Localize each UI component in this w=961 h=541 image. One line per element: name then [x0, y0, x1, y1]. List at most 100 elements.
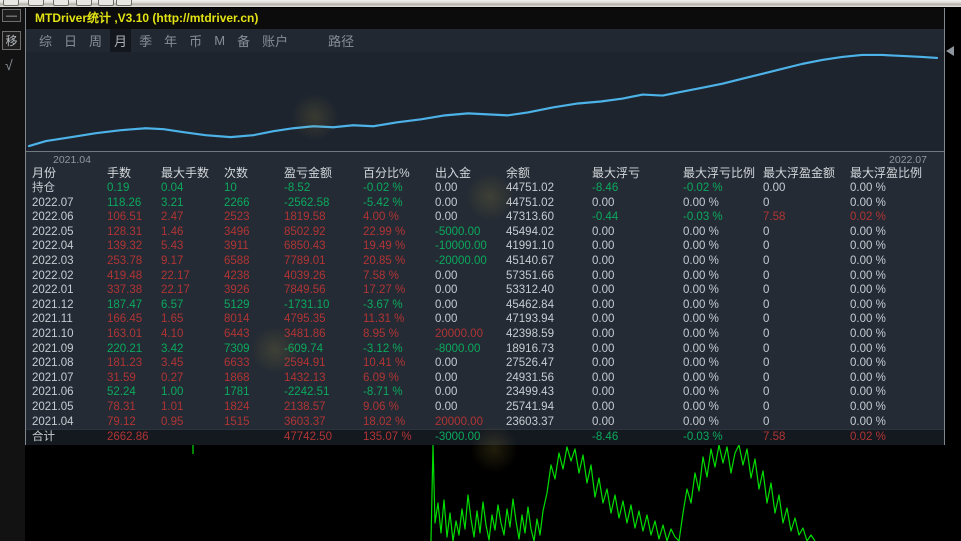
value-cell: -8.71 % — [363, 386, 403, 399]
column-header: 百分比% — [363, 166, 410, 180]
value-cell: 53312.40 — [506, 284, 554, 297]
tab-4[interactable]: 月 — [110, 29, 132, 52]
column-header: 最大浮盈金额 — [763, 166, 836, 180]
table-row[interactable]: 2021.07 31.59 0.27 1868 1432.13 6.09 % 0.00 249… — [26, 371, 944, 386]
table-row[interactable]: 持仓 0.19 0.04 10 -8.52 -0.02 % 0.00 44751.02 -8.4… — [26, 181, 944, 196]
value-cell: 4.10 — [161, 327, 184, 340]
column-header: 最大浮盈比例 — [850, 166, 923, 180]
axis-label-end: 2022.07 — [889, 154, 927, 166]
tab-1[interactable]: 综 — [39, 34, 53, 49]
value-cell: 0.95 — [161, 415, 184, 428]
chart-shift-arrow-icon[interactable] — [946, 46, 954, 56]
value-cell: 0.00 % — [683, 327, 719, 340]
value-cell: 0.04 — [161, 182, 184, 194]
value-cell: 0.00 % — [683, 400, 719, 413]
column-header: 手数 — [107, 166, 132, 180]
tab-10[interactable]: 账户 — [262, 34, 289, 49]
value-cell: 57351.66 — [506, 269, 554, 282]
value-cell: 42398.59 — [506, 327, 554, 340]
month-cell: 2021.09 — [32, 342, 74, 355]
table-row[interactable]: 2022.05 128.31 1.46 3496 8502.92 22.99 % -5000… — [26, 225, 944, 240]
value-cell: 1515 — [224, 415, 250, 428]
value-cell: 2662.86 — [107, 431, 149, 444]
confirm-check-icon[interactable]: √ — [5, 57, 13, 73]
tab-9[interactable]: 备 — [237, 34, 251, 49]
table-row[interactable]: 2022.03 253.78 9.17 6588 7789.01 20.85 % -2000… — [26, 254, 944, 269]
value-cell: 45494.02 — [506, 225, 554, 238]
value-cell: 139.32 — [107, 240, 143, 253]
value-cell: 0.00 % — [683, 357, 719, 370]
value-cell: 128.31 — [107, 225, 143, 238]
table-row[interactable]: 2021.06 52.24 1.00 1781 -2242.51 -8.71 % 0.00 2… — [26, 385, 944, 400]
table-row[interactable]: 2022.02 419.48 22.17 4238 4039.26 7.58 % 0.00 5… — [26, 269, 944, 284]
table-row[interactable]: 2022.04 139.32 5.43 3911 6850.43 19.49 % -1000… — [26, 239, 944, 254]
background-toolbar-strip — [0, 0, 961, 7]
value-cell: 7.58 — [763, 431, 786, 444]
table-row[interactable]: 2022.06 106.51 2.47 2523 1819.58 4.00 % 0.00 47… — [26, 210, 944, 225]
value-cell: 0.00 — [592, 400, 615, 413]
value-cell: 0.00 — [435, 211, 458, 224]
panel-title-bar[interactable]: MTDriver统计 ,V3.10 (http://mtdriver.cn) — [26, 8, 944, 29]
value-cell: 0 — [763, 196, 770, 209]
value-cell: 0.00 % — [850, 240, 886, 253]
minimize-button[interactable]: — — [2, 9, 21, 22]
tab-3[interactable]: 周 — [89, 34, 103, 49]
table-header-row: 月份 手数 最大手数 次数 盈亏金额 百分比% 出入金 余额 最大浮亏 最大浮亏比例 最大浮盈金额最… — [26, 166, 944, 181]
tab-6[interactable]: 年 — [164, 34, 178, 49]
table-row[interactable]: 2021.04 79.12 0.95 1515 3603.37 18.02 % 20000.… — [26, 415, 944, 430]
table-row-total[interactable]: 合计 2662.86 47742.50 135.07 % -3000.00 -8.46 -0… — [26, 429, 944, 445]
value-cell: 3.21 — [161, 196, 184, 209]
value-cell: 0.00 — [592, 313, 615, 326]
path-button[interactable]: 路径 — [328, 34, 355, 49]
value-cell: 0.00 % — [683, 371, 719, 384]
value-cell: 0.00 — [592, 196, 615, 209]
value-cell: 0.00 — [435, 400, 458, 413]
value-cell: 0.00 % — [683, 415, 719, 428]
value-cell: -8000.00 — [435, 342, 481, 355]
value-cell: 1868 — [224, 371, 250, 384]
value-cell — [161, 430, 224, 445]
value-cell: 419.48 — [107, 269, 143, 282]
month-cell: 2021.11 — [32, 313, 73, 326]
month-cell: 2022.06 — [32, 211, 74, 224]
value-cell: 6588 — [224, 254, 250, 267]
table-row[interactable]: 2021.12 187.47 6.57 5129 -1731.10 -3.67 % 0.00… — [26, 298, 944, 313]
value-cell: 0.00 — [763, 182, 786, 194]
month-cell: 2021.10 — [32, 327, 74, 340]
table-row[interactable]: 2021.10 163.01 4.10 6443 3481.86 8.95 % 20000.… — [26, 327, 944, 342]
table-row[interactable]: 2021.11 166.45 1.65 8014 4795.35 11.31 % 0.00 4… — [26, 312, 944, 327]
mtdriver-stats-panel: MTDriver统计 ,V3.10 (http://mtdriver.cn) 综… — [25, 8, 945, 445]
column-header: 次数 — [224, 166, 249, 180]
value-cell: 0 — [763, 313, 770, 326]
value-cell: 20.85 % — [363, 254, 406, 267]
toolbar-button-partial — [3, 0, 19, 6]
table-row[interactable]: 2021.08 181.23 3.45 6633 2594.91 10.41 % 0.00 2… — [26, 356, 944, 371]
value-cell: 0.00 — [435, 298, 458, 311]
value-cell: 20000.00 — [435, 415, 483, 428]
table-row[interactable]: 2022.01 337.38 22.17 3926 7849.56 17.27 % 0.00… — [26, 283, 944, 298]
move-button[interactable]: 移 — [2, 31, 21, 50]
value-cell: 9.17 — [161, 254, 184, 267]
value-cell: 3603.37 — [284, 415, 326, 428]
tab-8[interactable]: M — [214, 33, 226, 48]
value-cell: 0.00 — [435, 284, 458, 297]
value-cell: 0.00 — [592, 240, 615, 253]
value-cell: 18.02 % — [363, 415, 406, 428]
value-cell: 0.00 — [435, 371, 458, 384]
value-cell: -10000.00 — [435, 240, 487, 253]
tab-2[interactable]: 日 — [64, 34, 78, 49]
value-cell: 0.00 % — [850, 182, 886, 194]
tab-5[interactable]: 季 — [139, 34, 153, 49]
toolbar-button-partial — [98, 0, 114, 6]
tab-7[interactable]: 币 — [189, 34, 203, 49]
table-row[interactable]: 2021.05 78.31 1.01 1824 2138.57 9.06 % 0.00 257… — [26, 400, 944, 415]
column-header: 余额 — [506, 166, 531, 180]
table-row[interactable]: 2022.07 118.26 3.21 2266 -2562.58 -5.42 % 0.00… — [26, 196, 944, 211]
value-cell: 2523 — [224, 211, 250, 224]
value-cell: 22.17 — [161, 284, 190, 297]
value-cell: 0.00 — [435, 182, 458, 194]
value-cell: 7.58 — [763, 211, 786, 224]
table-row[interactable]: 2021.09 220.21 3.42 7309 -609.74 -3.12 % -8000… — [26, 342, 944, 357]
month-cell: 2021.12 — [32, 298, 74, 311]
value-cell: -0.02 % — [363, 182, 403, 194]
